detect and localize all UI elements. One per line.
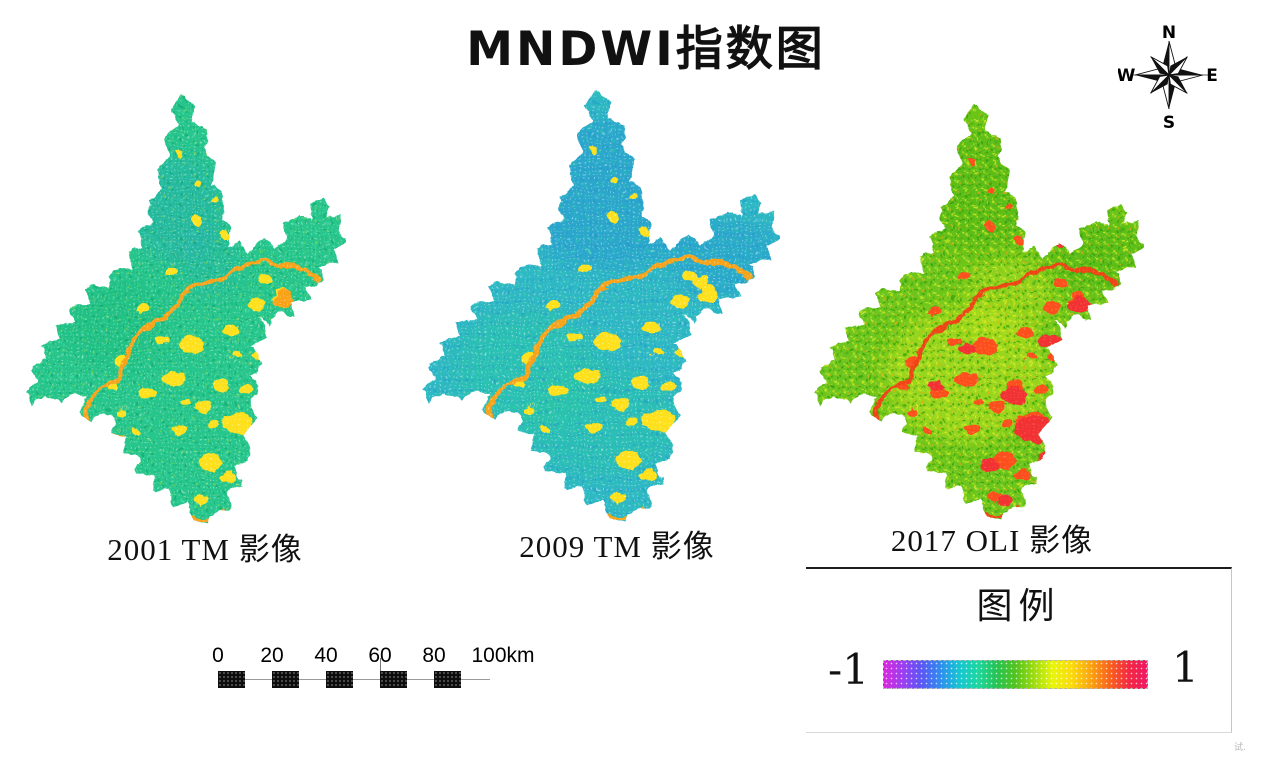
legend-panel: 图例 -1 1 <box>806 567 1232 733</box>
caption-map-2017: 2017 OLI 影像 <box>890 523 1094 558</box>
legend-min-value: -1 <box>828 645 869 694</box>
compass-label-south: S <box>1163 113 1175 132</box>
scale-label-80: 80 <box>422 644 446 667</box>
compass-rose-icon: N E S W <box>1118 23 1218 132</box>
compass-star-icon <box>1134 40 1204 110</box>
scale-label-0: 0 <box>212 644 224 667</box>
compass-label-east: E <box>1206 66 1218 86</box>
map-2009-dot-grid <box>422 92 780 522</box>
scale-label-40: 40 <box>314 644 338 667</box>
scale-block-4 <box>380 671 407 688</box>
scale-block-2 <box>272 671 299 688</box>
legend-color-ramp <box>883 660 1148 689</box>
map-2001-dot-grid <box>26 96 346 524</box>
compass-label-north: N <box>1162 23 1176 43</box>
scale-label-20: 20 <box>260 644 284 667</box>
map-2001-tm <box>26 96 346 524</box>
legend-max-value: 1 <box>1172 643 1199 692</box>
scale-baseline <box>218 679 490 680</box>
scale-bar: 0 20 40 60 80 100km <box>205 644 545 694</box>
map-2017-oli <box>814 105 1144 521</box>
corner-watermark: 试. <box>1234 743 1246 753</box>
compass-label-west: W <box>1118 66 1136 86</box>
scale-block-5 <box>434 671 461 688</box>
scale-label-60: 60 <box>368 644 392 667</box>
map-2017-dot-grid <box>814 105 1144 521</box>
scale-tick-60 <box>380 658 381 682</box>
caption-map-2009: 2009 TM 影像 <box>519 529 715 564</box>
scale-block-3 <box>326 671 353 688</box>
legend-title: 图例 <box>976 586 1061 626</box>
scale-block-1 <box>218 671 245 688</box>
map-2009-tm <box>422 92 780 522</box>
caption-map-2001: 2001 TM 影像 <box>107 532 303 567</box>
scale-label-100km: 100km <box>471 644 535 667</box>
page-title: MNDWI指数图 <box>466 22 826 77</box>
